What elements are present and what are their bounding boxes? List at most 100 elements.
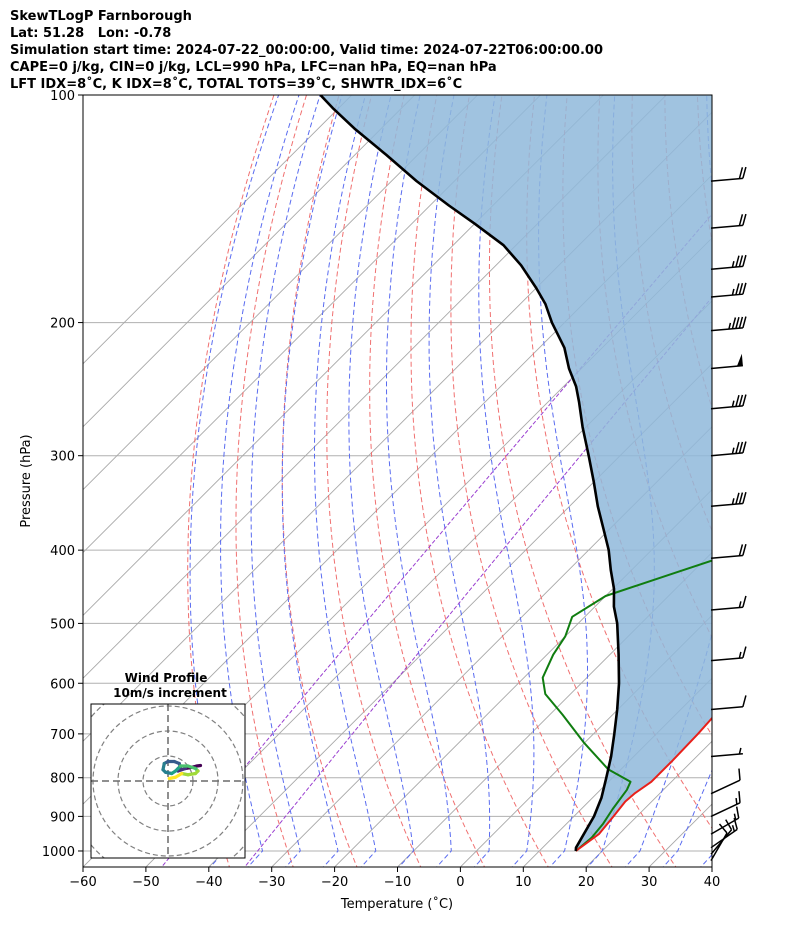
wind-barb (710, 213, 747, 229)
x-tick-label: −10 (384, 875, 411, 890)
wind-barb-half-flag (735, 797, 738, 805)
wind-barb-flag (738, 316, 744, 329)
wind-barb-flag (742, 316, 747, 329)
cin-shaded-area (320, 95, 712, 851)
hodograph-plot (91, 704, 245, 858)
wind-barb-shaft (710, 657, 743, 662)
wind-barb-flag (735, 806, 740, 819)
wind-barb-half-flag (731, 825, 736, 832)
moist-adiabat (250, 95, 321, 867)
moist-adiabat (386, 95, 452, 867)
wind-barb-flag (738, 544, 744, 556)
wind-barb-flag (735, 442, 740, 454)
wind-barb-shaft (710, 832, 728, 862)
wind-barb-half-flag (731, 261, 735, 268)
y-tick-label: 600 (50, 677, 75, 692)
wind-barb-flag (742, 254, 747, 267)
wind-barb (710, 819, 733, 855)
wind-barb-shaft (710, 706, 743, 711)
dry-adiabat (369, 95, 486, 867)
wind-barb (710, 166, 747, 182)
x-tick-label: 0 (456, 875, 464, 890)
moist-adiabat (538, 95, 588, 867)
moist-adiabat (189, 95, 280, 867)
wind-barb-flag (738, 791, 741, 803)
wind-barb (710, 823, 728, 862)
wind-barb-flag (735, 395, 740, 407)
wind-barb-flag (735, 255, 740, 268)
wind-barb-shaft (710, 606, 743, 611)
wind-barb-shaft (710, 502, 743, 508)
wind-barb-shaft (710, 752, 743, 758)
y-tick-label: 200 (50, 317, 75, 332)
wind-barb-flag (738, 441, 744, 454)
wind-barb-flag (735, 317, 740, 329)
wind-barb-half-flag (738, 747, 742, 755)
wind-barb-flag (735, 492, 740, 505)
wind-barb-half-flag (733, 813, 737, 821)
isotherm-line (459, 614, 712, 867)
wind-barb-flag (738, 167, 744, 179)
wind-barb (710, 543, 747, 560)
wind-barb-shaft (710, 452, 743, 457)
hodograph-frame (90, 703, 246, 859)
wind-barb-shaft (710, 802, 741, 818)
wind-barb-flag (742, 282, 747, 295)
dry-adiabat (281, 95, 358, 867)
wind-barb-flag (742, 595, 747, 608)
wind-barb-shaft (710, 817, 740, 835)
wind-barb-flag (725, 819, 733, 831)
temperature-profile-line (575, 716, 712, 852)
moist-adiabat (428, 95, 491, 867)
wind-barb-shaft (710, 327, 743, 332)
wind-barb-shaft (710, 405, 743, 410)
x-tick-label: −50 (132, 875, 159, 890)
wind-barb-flag (738, 768, 741, 781)
isotherm-line (83, 95, 353, 365)
wind-barb-half-flag (728, 322, 732, 330)
isotherm-line (83, 95, 416, 428)
wind-barb-flag (742, 543, 747, 556)
wind-barb-flag (742, 394, 747, 407)
wind-barb (710, 747, 743, 758)
wind-barb-flag (742, 213, 747, 226)
hodograph-subtitle: 10m/s increment (113, 686, 227, 700)
wind-barb-flag (738, 282, 744, 295)
x-tick-label: 20 (578, 875, 595, 890)
moist-adiabat (662, 768, 712, 867)
wind-barb-flag (742, 441, 747, 454)
wind-barb-shaft (710, 224, 743, 229)
wind-barb-flag (742, 646, 747, 659)
wind-barb-flag (742, 166, 747, 179)
moist-adiabat (220, 95, 300, 867)
y-axis-label: Pressure (hPa) (19, 434, 34, 527)
y-tick-label: 900 (50, 810, 75, 825)
stability-indices-2: LFT IDX=8˚C, K IDX=8˚C, TOTAL TOTS=39˚C,… (10, 77, 463, 92)
wind-barb-shaft (710, 177, 743, 182)
wind-barb-flag (738, 394, 744, 407)
wind-barb-flag (733, 817, 738, 830)
wind-barb-shaft (710, 265, 743, 270)
hodograph-trace-segment (167, 775, 178, 781)
wind-barb (710, 492, 747, 508)
x-tick-label: −60 (69, 875, 96, 890)
stability-indices-1: CAPE=0 j/kg, CIN=0 j/kg, LCL=990 hPa, LF… (10, 60, 497, 75)
y-tick-label: 800 (50, 772, 75, 787)
dry-adiabat (235, 95, 307, 867)
wind-barb-shaft (710, 554, 743, 560)
x-tick-label: −40 (195, 875, 222, 890)
moist-adiabat (478, 95, 535, 867)
x-tick-label: 30 (641, 875, 658, 890)
x-tick-label: 40 (704, 875, 721, 890)
x-tick-label: 10 (515, 875, 532, 890)
wind-barb-half-flag (731, 400, 735, 408)
moist-adiabat (314, 95, 377, 867)
wind-barb-half-flag (731, 498, 735, 505)
wind-barb-flag (738, 255, 744, 267)
wind-barb (710, 394, 747, 410)
wind-barb (710, 353, 743, 370)
isotherm-line (333, 488, 712, 867)
wind-barb (710, 254, 747, 270)
wind-barb-flag (735, 283, 740, 295)
